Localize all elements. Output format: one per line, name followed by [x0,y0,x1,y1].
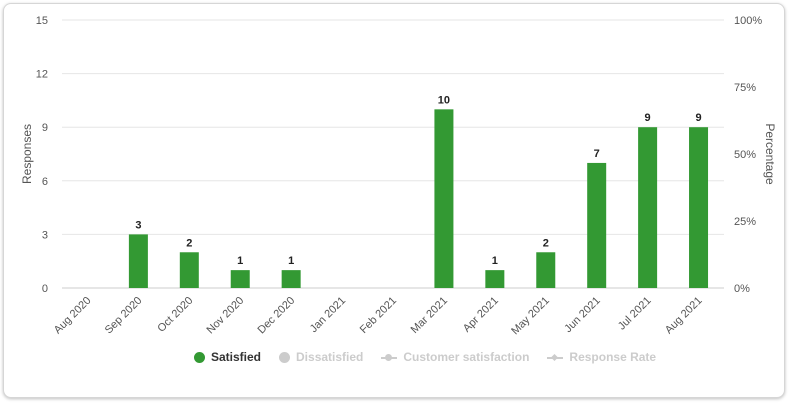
bar[interactable] [128,234,148,288]
y-axis-left-ticks: 0 3 6 9 12 15 [36,15,48,295]
bar[interactable] [281,270,301,288]
y-tick-label: 15 [36,15,48,27]
bar[interactable] [230,270,250,288]
bar[interactable] [434,109,454,288]
grid-lines [62,19,724,289]
data-label: 9 [695,112,701,124]
x-tick-label: Sep 2020 [103,295,145,337]
x-tick-label: Jan 2021 [308,295,348,335]
x-tick-label: Mar 2021 [409,295,450,336]
y2-tick-label: 0% [734,283,750,295]
y-tick-label: 3 [42,229,48,241]
data-label: 7 [594,148,600,160]
y2-tick-label: 50% [734,149,756,161]
x-tick-label: Jun 2021 [562,295,602,335]
x-tick-label: Oct 2020 [155,295,195,335]
y-axis-right-ticks: 0% 25% 50% 75% 100% [734,15,762,295]
legend-marker [194,351,205,363]
legend-item-dissatisfied[interactable]: Dissatisfied [279,350,363,364]
legend-item-response-rate[interactable]: Response Rate [547,350,656,364]
y-tick-label: 6 [42,176,48,188]
x-tick-label: Aug 2020 [52,295,94,337]
y2-tick-label: 25% [734,216,756,228]
y2-tick-label: 100% [734,15,762,27]
legend-marker [381,352,398,363]
data-labels: 3 2 1 1 10 1 2 7 9 9 [135,94,701,267]
y-tick-label: 9 [42,122,48,134]
bar[interactable] [689,127,709,288]
x-tick-label: Dec 2020 [255,295,297,337]
data-label: 1 [288,255,294,267]
data-label: 3 [135,219,141,231]
legend-marker [279,351,291,363]
legend-marker [547,352,564,363]
x-axis-ticks: Aug 2020 Sep 2020 Oct 2020 Nov 2020 Dec 2020… [52,295,705,338]
legend-label: Customer satisfaction [403,350,530,364]
x-tick-label: Feb 2021 [358,295,399,336]
x-tick-label: Apr 2021 [461,295,501,335]
bar[interactable] [179,252,199,288]
bar[interactable] [638,127,658,288]
legend-item-customer-satisfaction[interactable]: Customer satisfaction [381,350,529,364]
legend-label: Satisfied [211,350,262,364]
data-label: 2 [186,237,192,249]
legend-item-satisfied[interactable]: Satisfied [194,350,261,364]
data-label: 2 [543,237,549,249]
y-tick-label: 0 [42,283,48,295]
y-tick-label: 12 [36,69,48,81]
y-axis-title-left: Responses [20,124,34,184]
x-tick-label: Aug 2021 [663,295,705,337]
chart-card: 0 3 6 9 12 15 0% 25% 50% 75% 100% Responses Perce… [3,3,785,398]
data-label: 10 [438,94,450,106]
legend-label: Dissatisfied [296,350,364,364]
y-axis-title-right: Percentage [763,123,777,185]
data-label: 1 [237,255,243,267]
data-label: 9 [645,112,651,124]
bar[interactable] [485,270,505,288]
x-tick-label: Nov 2020 [205,295,247,337]
bar-series-satisfied [128,109,709,288]
bar[interactable] [536,252,556,288]
bar[interactable] [587,162,607,288]
legend: Satisfied Dissatisfied Customer satisfacti… [194,350,656,364]
legend-label: Response Rate [569,350,657,364]
data-label: 1 [492,255,498,267]
y2-tick-label: 75% [734,82,756,94]
x-tick-label: Jul 2021 [616,295,654,333]
x-tick-label: May 2021 [509,295,552,338]
